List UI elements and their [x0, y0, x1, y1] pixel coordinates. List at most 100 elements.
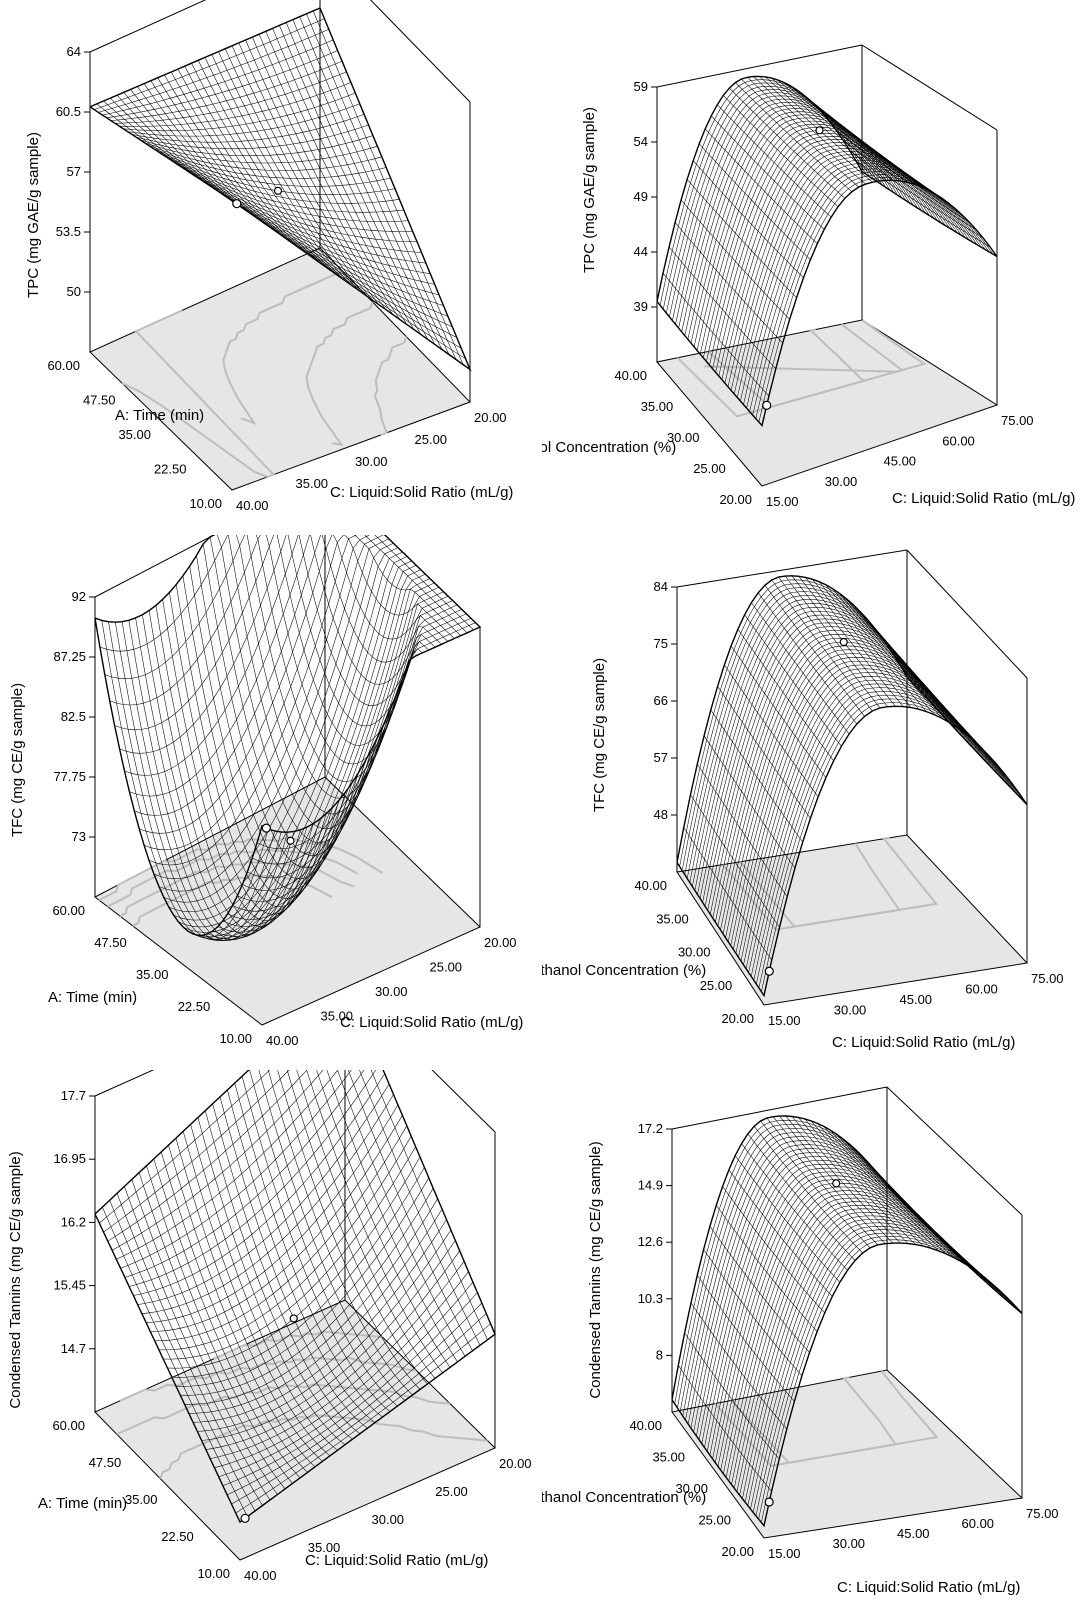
y-tick-label: 40.00: [629, 1418, 662, 1433]
floor-contour: [222, 270, 343, 426]
mesh-line: [843, 141, 977, 231]
y-tick-label: 30.00: [675, 1481, 708, 1496]
mesh-line: [825, 116, 956, 210]
floor-plane: [94, 1299, 496, 1561]
box-edge: [384, 535, 481, 628]
mesh-line: [222, 591, 444, 927]
design-point-marker: [273, 186, 283, 195]
y-tick-label: 25.00: [430, 960, 463, 975]
mesh-line: [306, 1070, 443, 1374]
mesh-line: [755, 174, 990, 419]
y-tick-label: 20.00: [721, 1011, 754, 1026]
mesh-line: [286, 1070, 428, 1385]
axis-label-front-right: C: Liquid:Solid Ratio (mL/g): [837, 1579, 1020, 1596]
mesh-line: [825, 584, 935, 715]
mesh-line: [849, 150, 984, 239]
mesh-line: [679, 579, 911, 867]
mesh-line: [255, 535, 404, 782]
z-tick-label: 75: [654, 636, 668, 651]
box-edge: [369, 0, 471, 103]
mesh-line: [805, 577, 912, 708]
x-tick-label: 60.00: [52, 1418, 85, 1433]
surface-outline: [671, 1115, 1023, 1528]
y-tick-label: 35.00: [641, 399, 674, 414]
design-point-marker: [289, 1314, 298, 1323]
z-tick-label: 17.2: [638, 1121, 663, 1136]
z-tick-label: 66: [654, 693, 668, 708]
axis-label-front-left: A: Time (min): [38, 1495, 127, 1512]
axis-label-front-left: A: Time (min): [48, 989, 137, 1006]
surface-outline: [676, 575, 1028, 998]
mesh-line: [765, 76, 887, 181]
mesh-line: [287, 535, 423, 727]
mesh-line: [272, 28, 422, 335]
mesh-line: [181, 167, 418, 243]
y-tick-label: 40.00: [266, 1033, 299, 1048]
mesh-line: [836, 1133, 962, 1262]
mesh-line: [299, 16, 450, 355]
y-tick-label: 75.00: [1026, 1506, 1059, 1521]
mesh-line: [276, 535, 417, 746]
mesh-line: [752, 171, 986, 416]
mesh-line: [681, 583, 915, 871]
mesh-line: [337, 1070, 466, 1357]
panel-tannins-ethanol-ratio: 8 10.3 12.6 14.9 17.2 40.00 35.00 30.00 25.00 20.…: [542, 1070, 1084, 1605]
z-tick-label: 54: [634, 134, 648, 149]
z-tick-label: 16.95: [53, 1151, 86, 1166]
mesh-line: [234, 1083, 383, 1418]
design-point-marker: [232, 199, 242, 209]
mesh-line: [752, 1229, 1007, 1513]
x-tick-label: 35.00: [136, 967, 169, 982]
z-tick-label: 64: [67, 44, 81, 59]
mesh-line: [693, 114, 910, 347]
mesh-line: [893, 654, 1012, 783]
mesh-line: [855, 1149, 985, 1278]
x-tick-label: 10.00: [219, 1031, 252, 1046]
y-tick-label: 25.00: [693, 461, 726, 476]
mesh-line: [129, 535, 310, 797]
mesh-line: [99, 535, 229, 652]
box-edge: [906, 549, 1028, 679]
box-edge: [89, 0, 207, 53]
mesh-line: [798, 1117, 916, 1245]
box-edge: [886, 1086, 1023, 1216]
panel-tfc-ethanol-ratio: 48 57 66 75 84 40.00 35.00 30.00 25.00 20.00 15.00…: [542, 535, 1084, 1070]
y-tick-label: 45.00: [884, 454, 917, 469]
z-tick-label: 59: [634, 79, 648, 94]
z-axis-label: TFC (mg CE/g sample): [591, 658, 608, 812]
mesh-line: [109, 535, 261, 706]
y-tick-label: 25.00: [700, 978, 733, 993]
floor-contour: [739, 842, 901, 928]
y-tick-label: 30.00: [825, 474, 858, 489]
y-tick-label: 40.00: [236, 498, 269, 513]
z-axis-label: TFC (mg CE/g sample): [9, 683, 26, 837]
z-tick-label: 17.7: [61, 1088, 86, 1103]
axis-label-front-left: B: Ethanol Concentration (%): [542, 962, 706, 979]
mesh-line: [837, 132, 970, 223]
mesh-line: [267, 1070, 413, 1396]
y-tick-label: 35.00: [652, 1450, 685, 1465]
z-tick-label: 87.25: [53, 649, 86, 664]
mesh-line: [292, 19, 443, 350]
mesh-line: [265, 31, 415, 330]
design-point-marker: [261, 823, 271, 833]
floor-contour: [119, 860, 355, 918]
mesh-line: [171, 1167, 425, 1378]
mesh-line: [777, 79, 901, 182]
x-tick-label: 60.00: [47, 358, 80, 373]
z-tick-label: 57: [67, 164, 81, 179]
x-tick-label: 47.50: [94, 935, 127, 950]
mesh-line: [656, 76, 863, 302]
mesh-line: [193, 1219, 447, 1423]
mesh-line: [829, 1129, 954, 1258]
mesh-line: [279, 25, 429, 340]
mesh-line: [659, 79, 867, 306]
mesh-line: [690, 111, 906, 344]
design-point-marker: [764, 966, 774, 976]
y-tick-label: 30.00: [833, 1536, 866, 1551]
floor-plane: [89, 247, 471, 491]
mesh-line: [188, 560, 412, 937]
axis-label-front-left: A: Time (min): [115, 407, 204, 424]
mesh-line: [205, 1250, 460, 1450]
floor-contour: [119, 1356, 417, 1402]
